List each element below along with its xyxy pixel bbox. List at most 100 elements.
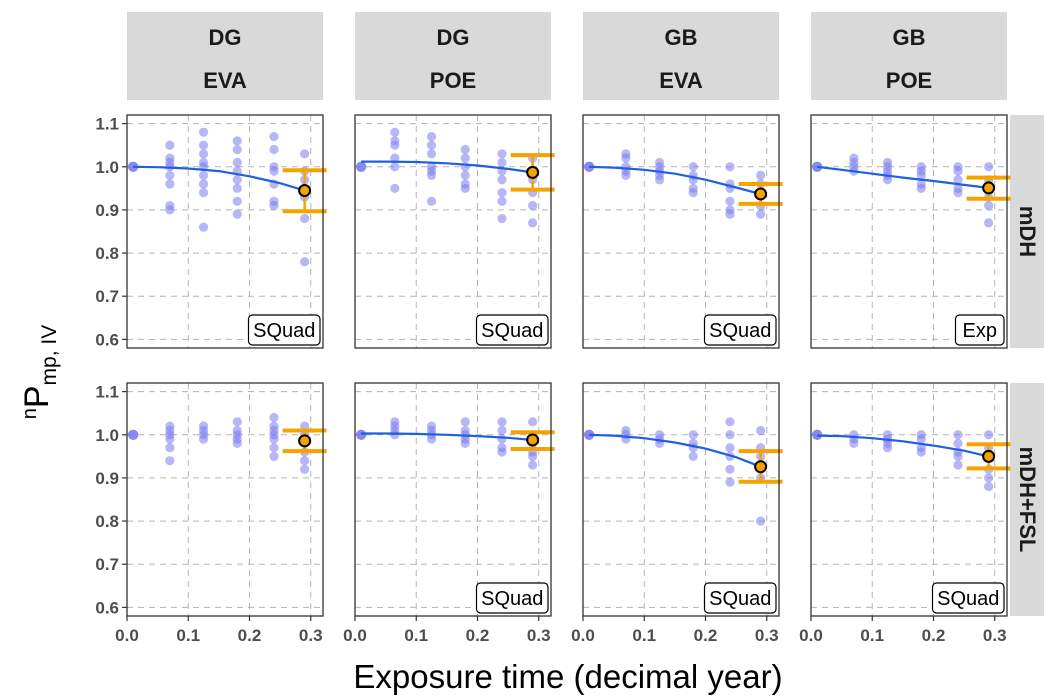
data-point xyxy=(497,175,507,185)
x-tick-label: 0.1 xyxy=(404,626,428,645)
data-point xyxy=(882,443,893,453)
data-point xyxy=(984,201,994,211)
data-point xyxy=(497,149,507,159)
data-point xyxy=(984,430,994,440)
data-point xyxy=(232,417,242,427)
fit-line xyxy=(361,432,533,442)
panel-border xyxy=(582,382,780,617)
model-label-box xyxy=(703,582,777,614)
y-axis-title-base: P xyxy=(18,385,56,408)
data-point xyxy=(460,417,470,427)
data-point xyxy=(953,188,963,198)
column-strip xyxy=(127,12,323,100)
x-tick-label: 0.1 xyxy=(176,626,200,645)
x-tick-label: 0.1 xyxy=(860,626,884,645)
mean-point xyxy=(298,434,312,448)
data-point xyxy=(232,196,242,206)
fit-line xyxy=(133,165,305,192)
row-strip xyxy=(1010,115,1044,348)
data-point xyxy=(269,144,279,155)
data-point xyxy=(953,451,963,461)
data-point xyxy=(232,157,242,168)
panel-border xyxy=(354,382,552,617)
initial-point xyxy=(355,429,367,440)
y-tick-label: 0.9 xyxy=(95,469,119,488)
initial-point xyxy=(127,429,139,440)
column-strip xyxy=(811,12,1007,100)
data-point xyxy=(269,434,279,444)
y-axis-title-superscript: n xyxy=(19,408,41,419)
data-point xyxy=(497,157,507,168)
panel: SQuad xyxy=(354,114,555,349)
x-tick-label: 0.0 xyxy=(343,626,367,645)
data-point xyxy=(232,209,242,219)
data-point xyxy=(654,175,665,185)
model-label: SQuad xyxy=(937,588,999,610)
data-point xyxy=(300,464,310,474)
data-point xyxy=(725,430,735,440)
data-point xyxy=(165,205,175,215)
data-point xyxy=(232,144,242,155)
y-tick-label: 0.7 xyxy=(95,555,119,574)
data-point xyxy=(688,162,698,172)
data-point xyxy=(269,412,279,423)
model-label: SQuad xyxy=(253,320,315,342)
model-label: SQuad xyxy=(709,320,771,342)
data-point xyxy=(953,175,963,185)
data-point xyxy=(426,149,437,159)
data-point xyxy=(984,162,994,172)
y-tick-label: 0.6 xyxy=(95,598,119,617)
data-point xyxy=(165,456,175,466)
y-tick-label: 0.8 xyxy=(95,512,119,531)
data-point xyxy=(953,166,963,176)
data-point xyxy=(232,438,242,449)
data-point xyxy=(497,447,507,457)
data-point xyxy=(269,201,279,211)
panel-border xyxy=(354,114,552,349)
data-point xyxy=(528,460,538,470)
y-tick-label: 0.6 xyxy=(95,330,119,349)
panel-border xyxy=(582,114,780,349)
data-point xyxy=(528,201,538,211)
model-label-box xyxy=(475,314,549,346)
fit-line xyxy=(816,165,989,189)
data-point xyxy=(390,162,400,172)
data-point xyxy=(528,451,538,461)
panel-border xyxy=(126,114,324,349)
data-point xyxy=(756,209,766,219)
panel-border xyxy=(126,382,324,617)
data-point xyxy=(688,451,698,461)
data-point xyxy=(953,438,963,449)
x-tick-label: 0.2 xyxy=(694,626,718,645)
row-strip-label: mDH xyxy=(1015,206,1040,257)
fit-line xyxy=(589,433,761,468)
data-point xyxy=(300,149,310,159)
row-strip-label: mDH+FSL xyxy=(1015,447,1040,553)
data-point xyxy=(390,153,400,163)
model-label: Exp xyxy=(963,320,997,342)
panel: SQuad xyxy=(582,382,783,617)
x-tick-label: 0.1 xyxy=(632,626,656,645)
fit-line xyxy=(817,434,989,458)
data-point xyxy=(984,473,994,483)
y-tick-label: 0.7 xyxy=(95,287,119,306)
column-strip-label: EVA xyxy=(203,68,247,93)
data-point xyxy=(497,196,507,206)
y-tick-label: 1.0 xyxy=(95,426,119,445)
data-point xyxy=(232,136,242,146)
column-strip-label: POE xyxy=(430,68,476,93)
data-point xyxy=(165,179,175,189)
x-tick-label: 0.0 xyxy=(571,626,595,645)
data-point xyxy=(984,481,994,492)
data-point xyxy=(300,257,310,267)
y-tick-label: 1.0 xyxy=(95,158,119,177)
data-point xyxy=(269,131,279,142)
data-point xyxy=(460,170,470,181)
data-point xyxy=(882,175,893,185)
row-strip xyxy=(1010,383,1044,616)
data-point xyxy=(497,417,507,427)
data-point xyxy=(269,443,279,453)
data-point xyxy=(198,140,209,150)
data-point xyxy=(269,451,279,461)
